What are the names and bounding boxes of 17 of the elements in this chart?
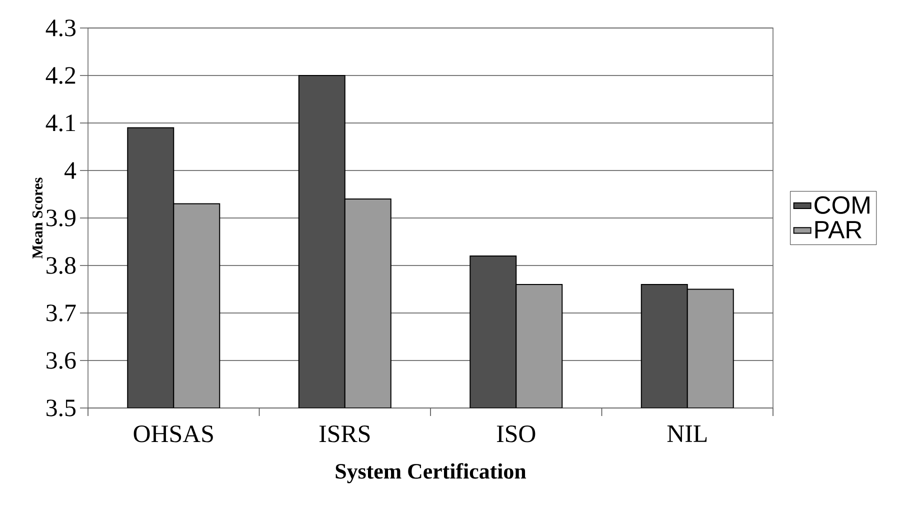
y-tick-label: 3.7 xyxy=(46,304,76,322)
y-axis-title: Mean Scores xyxy=(32,178,43,258)
y-tick-label: 3.8 xyxy=(46,257,76,274)
y-tick-label: 3.6 xyxy=(46,352,76,369)
legend-label: COM xyxy=(814,196,870,214)
x-tick-label: OHSAS xyxy=(134,426,213,442)
x-tick-label: NIL xyxy=(667,426,707,442)
y-tick-label: 4.2 xyxy=(46,67,76,84)
x-axis-title: System Certification xyxy=(336,463,526,484)
y-tick-label: 3.9 xyxy=(46,210,76,226)
y-tick-label: 4 xyxy=(64,162,76,179)
y-tick-label: 4.1 xyxy=(46,114,75,132)
x-tick-label: ISRS xyxy=(319,426,370,442)
legend-label: PAR xyxy=(815,221,862,238)
y-tick-label: 4.3 xyxy=(46,20,76,36)
y-tick-label: 3.5 xyxy=(46,400,76,416)
x-tick-label: ISO xyxy=(496,426,536,442)
